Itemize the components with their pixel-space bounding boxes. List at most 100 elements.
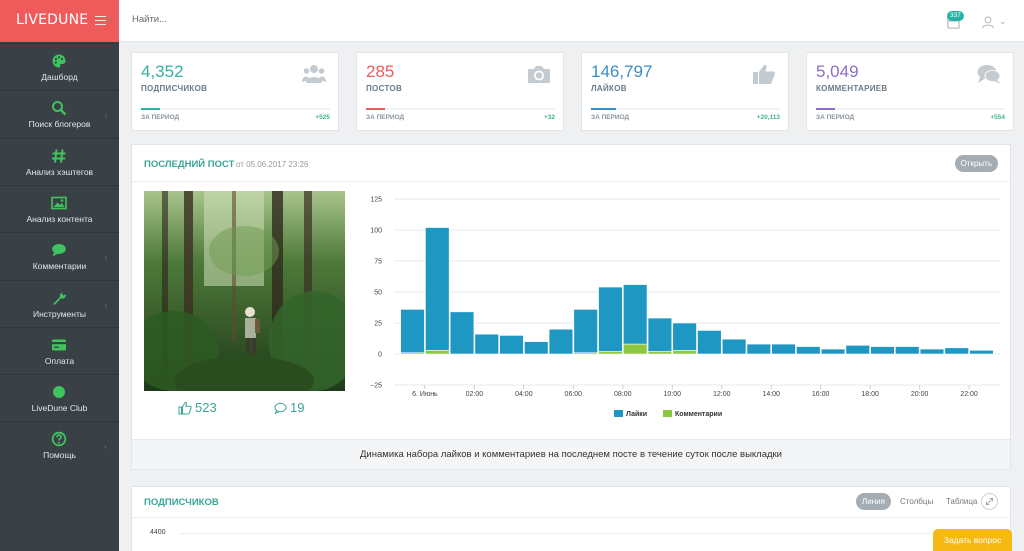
wrench-icon xyxy=(53,291,66,305)
x-tick-label: 20:00 xyxy=(911,391,929,398)
bar-likes xyxy=(449,311,475,355)
y-tick-label: −25 xyxy=(370,383,382,390)
y-tick-label: 4400 xyxy=(150,529,166,536)
y-tick-label: 0 xyxy=(378,352,382,359)
bar-comments xyxy=(647,351,673,355)
sidebar-item[interactable]: Оплата xyxy=(0,326,119,374)
notifications-badge[interactable]: 337 xyxy=(947,11,964,21)
stat-value: 146,797 xyxy=(591,62,653,81)
sidebar-item[interactable]: Поиск блогеров ‹ xyxy=(0,90,119,137)
x-tick-label: 06:00 xyxy=(565,391,583,398)
post-comments-count: 19 xyxy=(290,400,305,415)
post-photo[interactable] xyxy=(144,191,345,391)
bar-likes xyxy=(895,346,920,355)
tab-line[interactable]: Линия xyxy=(856,493,891,510)
x-tick-label: 18:00 xyxy=(861,391,879,398)
sidebar-item-label: Дашборд xyxy=(41,72,78,82)
thumbs-up-icon xyxy=(178,401,192,415)
grid-line xyxy=(180,533,998,534)
stat-progress-fill xyxy=(591,108,616,110)
stat-caption: ЛАЙКОВ xyxy=(591,84,627,93)
sidebar-item[interactable]: Анализ хэштегов xyxy=(0,137,119,185)
bar-likes xyxy=(672,322,697,351)
users-icon xyxy=(302,65,326,83)
stat-caption: КОММЕНТАРИЕВ xyxy=(816,84,888,93)
chart-caption: Динамика набора лайков и комментариев на… xyxy=(132,439,1010,469)
expand-icon[interactable] xyxy=(981,493,998,510)
bar-comments xyxy=(672,349,697,355)
bar-likes xyxy=(721,338,747,355)
legend-label: Комментарии xyxy=(675,411,722,418)
stat-progress xyxy=(366,108,555,110)
chat-icon xyxy=(52,244,66,257)
bar-comments xyxy=(622,343,648,355)
bar-likes xyxy=(524,341,549,355)
chevron-left-icon: ‹ xyxy=(104,300,107,310)
sidebar-item[interactable]: Инструменты ‹ xyxy=(0,279,119,327)
stat-period: ЗА ПЕРИОД xyxy=(816,114,855,121)
stat-card-posts: 285 ПОСТОВ ЗА ПЕРИОД +32 xyxy=(356,52,564,131)
brand-header: LIVEDUNE xyxy=(0,0,119,42)
post-date: от 05.06.2017 23:26 xyxy=(236,160,309,169)
x-tick-label: 08:00 xyxy=(614,391,632,398)
search-icon xyxy=(52,101,67,116)
chart-area xyxy=(132,517,1010,518)
bar-likes xyxy=(499,335,524,355)
stat-delta: +525 xyxy=(315,114,330,121)
sidebar-item-label: LiveDune Club xyxy=(31,403,88,414)
stat-progress xyxy=(816,108,1005,110)
user-icon[interactable] xyxy=(981,15,995,29)
circle-icon xyxy=(53,386,65,399)
stat-delta: +554 xyxy=(990,114,1005,121)
stat-card-subscribers: 4,352 ПОДПИСЧИКОВ ЗА ПЕРИОД +525 xyxy=(131,52,339,131)
stat-value: 4,352 xyxy=(141,62,184,81)
panel-header: ПОСЛЕДНИЙ ПОСТ от 05.06.2017 23:26 Откры… xyxy=(132,145,1010,182)
x-tick-label: 10:00 xyxy=(663,391,681,398)
menu-toggle-icon[interactable] xyxy=(95,16,106,25)
hashtag-icon xyxy=(52,148,66,163)
sidebar-item[interactable]: Помощь ‹ xyxy=(0,421,119,468)
stat-delta: +32 xyxy=(543,114,555,121)
brand-logo[interactable]: LIVEDUNE xyxy=(16,12,89,28)
stat-card-likes: 146,797 ЛАЙКОВ ЗА ПЕРИОД +20,113 xyxy=(581,52,789,131)
sidebar-item-label: Анализ хэштегов xyxy=(25,166,94,177)
tab-columns[interactable]: Столбцы xyxy=(900,497,934,506)
bar-likes xyxy=(870,346,895,355)
bar-comments xyxy=(425,349,450,355)
stat-progress-fill xyxy=(141,108,160,110)
bar-likes xyxy=(746,343,772,355)
top-bar: Найти... 337 ⌄ xyxy=(119,0,1024,42)
search-input[interactable]: Найти... xyxy=(132,14,168,25)
open-button[interactable]: Открыть xyxy=(954,155,998,172)
stat-value: 5,049 xyxy=(816,62,859,81)
sidebar-item[interactable]: LiveDune Club xyxy=(0,374,119,421)
sidebar-item-label: Инструменты xyxy=(32,308,86,319)
ask-question-button[interactable]: Задать вопрос xyxy=(933,529,1012,551)
stat-progress xyxy=(591,108,780,110)
y-tick-label: 75 xyxy=(374,259,382,266)
chevron-left-icon: ‹ xyxy=(104,442,107,452)
x-tick-label: 14:00 xyxy=(762,391,780,398)
sidebar-item[interactable]: Дашборд xyxy=(0,43,119,90)
bar-likes xyxy=(474,333,499,355)
sidebar-item[interactable]: Комментарии ‹ xyxy=(0,232,119,279)
sidebar-item-label: Поиск блогеров xyxy=(28,119,91,130)
comment-icon xyxy=(274,402,287,414)
stat-progress-fill xyxy=(366,108,385,110)
stat-period: ЗА ПЕРИОД xyxy=(141,114,180,121)
tab-table[interactable]: Таблица xyxy=(946,497,978,506)
chevron-down-icon[interactable]: ⌄ xyxy=(999,16,1007,26)
legend-swatch-comments xyxy=(663,410,672,417)
bar-likes xyxy=(845,345,870,355)
stat-period: ЗА ПЕРИОД xyxy=(591,114,630,121)
post-likes-count: 523 xyxy=(195,400,217,415)
x-tick-label: 16:00 xyxy=(812,391,830,398)
bar-likes xyxy=(598,286,623,352)
y-tick-label: 25 xyxy=(374,321,382,328)
sidebar-item[interactable]: Анализ контента xyxy=(0,184,119,232)
subscribers-panel: ПОДПИСЧИКОВ Линия Столбцы Таблица 4400 xyxy=(131,486,1011,551)
bar-likes xyxy=(425,227,450,351)
help-icon xyxy=(51,432,67,447)
bar-likes xyxy=(919,348,945,355)
bar-likes xyxy=(820,348,846,355)
